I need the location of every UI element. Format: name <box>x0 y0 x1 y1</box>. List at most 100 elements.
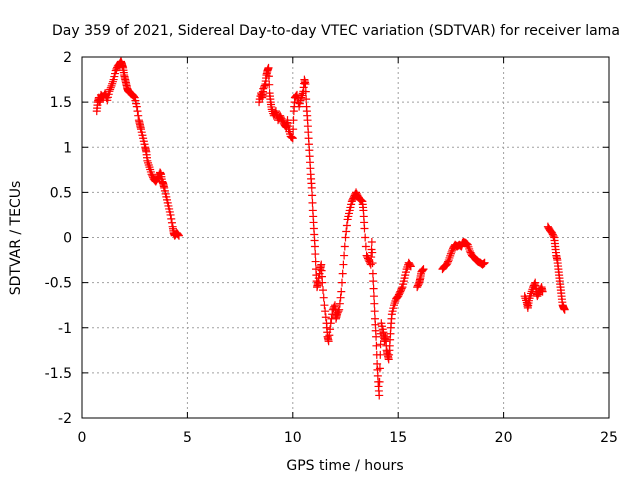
data-point <box>301 80 310 89</box>
y-tick-labels: -2 -1.5 -1 -0.5 0 0.5 1 1.5 2 <box>45 50 72 427</box>
y-tick-label: 1 <box>63 140 72 156</box>
y-tick-label: 2 <box>63 50 72 66</box>
data-point <box>357 196 366 205</box>
x-tick-label: 15 <box>389 430 407 446</box>
data-point <box>173 229 182 238</box>
data-point <box>361 242 370 251</box>
data-point <box>361 233 370 242</box>
data-point <box>308 198 317 207</box>
data-point <box>174 231 183 240</box>
data-point <box>106 83 115 92</box>
data-point <box>321 313 330 322</box>
data-point <box>319 286 328 295</box>
x-tick-label: 25 <box>600 430 618 446</box>
data-point <box>264 72 273 81</box>
y-tick-label: -1.5 <box>45 366 72 382</box>
y-tick-label: 0 <box>63 231 72 247</box>
data-point <box>326 319 335 328</box>
data-point <box>324 337 333 346</box>
data-point <box>287 133 296 142</box>
data-point <box>341 233 350 242</box>
data-point <box>337 287 346 296</box>
data-point <box>289 116 298 125</box>
data-point <box>418 266 427 275</box>
data-point <box>129 91 138 100</box>
data-point <box>338 269 347 278</box>
data-point <box>367 238 376 247</box>
data-point <box>549 231 558 240</box>
data-point <box>106 85 115 94</box>
grid <box>82 57 609 418</box>
x-tick-label: 5 <box>183 430 192 446</box>
data-point <box>538 287 547 296</box>
y-axis-title: SDTVAR / TECUs <box>8 181 24 296</box>
data-point <box>342 221 351 230</box>
data-point <box>174 230 183 239</box>
data-point <box>310 242 319 251</box>
data-point <box>367 253 376 262</box>
data-point <box>132 102 141 111</box>
data-point <box>335 305 344 314</box>
y-tick-label: -1 <box>58 321 72 337</box>
data-point <box>366 260 375 269</box>
x-axis-title: GPS time / hours <box>286 458 403 474</box>
data-point <box>105 87 114 96</box>
data-point <box>372 341 381 350</box>
data-point <box>335 299 344 308</box>
data-point <box>480 258 489 267</box>
data-point <box>321 307 330 316</box>
data-point <box>372 332 381 341</box>
data-point <box>271 108 280 117</box>
data-point <box>370 299 379 308</box>
data-point <box>360 224 369 233</box>
data-point <box>406 261 415 270</box>
data-point <box>107 81 116 90</box>
data-point <box>368 269 377 278</box>
y-tick-label: -0.5 <box>45 276 72 292</box>
data-point <box>307 183 316 192</box>
y-tick-label: 0.5 <box>50 185 72 201</box>
axis-ticks <box>81 56 610 419</box>
data-point <box>342 227 351 236</box>
data-point <box>447 247 456 256</box>
data-point <box>167 214 176 223</box>
data-point <box>336 293 345 302</box>
data-point <box>108 77 117 86</box>
data-point <box>289 125 298 134</box>
data-point <box>340 242 349 251</box>
x-tick-label: 0 <box>78 430 87 446</box>
data-point <box>325 331 334 340</box>
y-tick-label: -2 <box>58 411 72 427</box>
data-point <box>375 377 384 386</box>
data-point <box>340 251 349 260</box>
data-point <box>264 63 273 72</box>
data-point <box>560 305 569 314</box>
data-points <box>92 57 569 400</box>
data-point <box>311 257 320 266</box>
data-point <box>293 90 302 99</box>
data-point <box>260 81 269 90</box>
x-tick-label: 10 <box>284 430 302 446</box>
data-point <box>108 79 117 88</box>
data-point <box>418 265 427 274</box>
data-point <box>369 284 378 293</box>
data-point <box>376 350 385 359</box>
data-point <box>320 301 329 310</box>
data-point <box>144 158 153 167</box>
x-tick-label: 20 <box>495 430 513 446</box>
data-point <box>446 249 455 258</box>
data-point <box>311 250 320 259</box>
data-point <box>479 259 488 268</box>
data-point <box>326 325 335 334</box>
data-point <box>375 364 384 373</box>
data-point <box>406 262 415 271</box>
data-point <box>301 87 310 96</box>
data-point <box>375 391 384 400</box>
data-point <box>167 218 176 227</box>
data-point <box>339 260 348 269</box>
data-point <box>370 307 379 316</box>
data-point <box>134 111 143 120</box>
data-point <box>308 191 317 200</box>
data-point <box>530 280 539 289</box>
